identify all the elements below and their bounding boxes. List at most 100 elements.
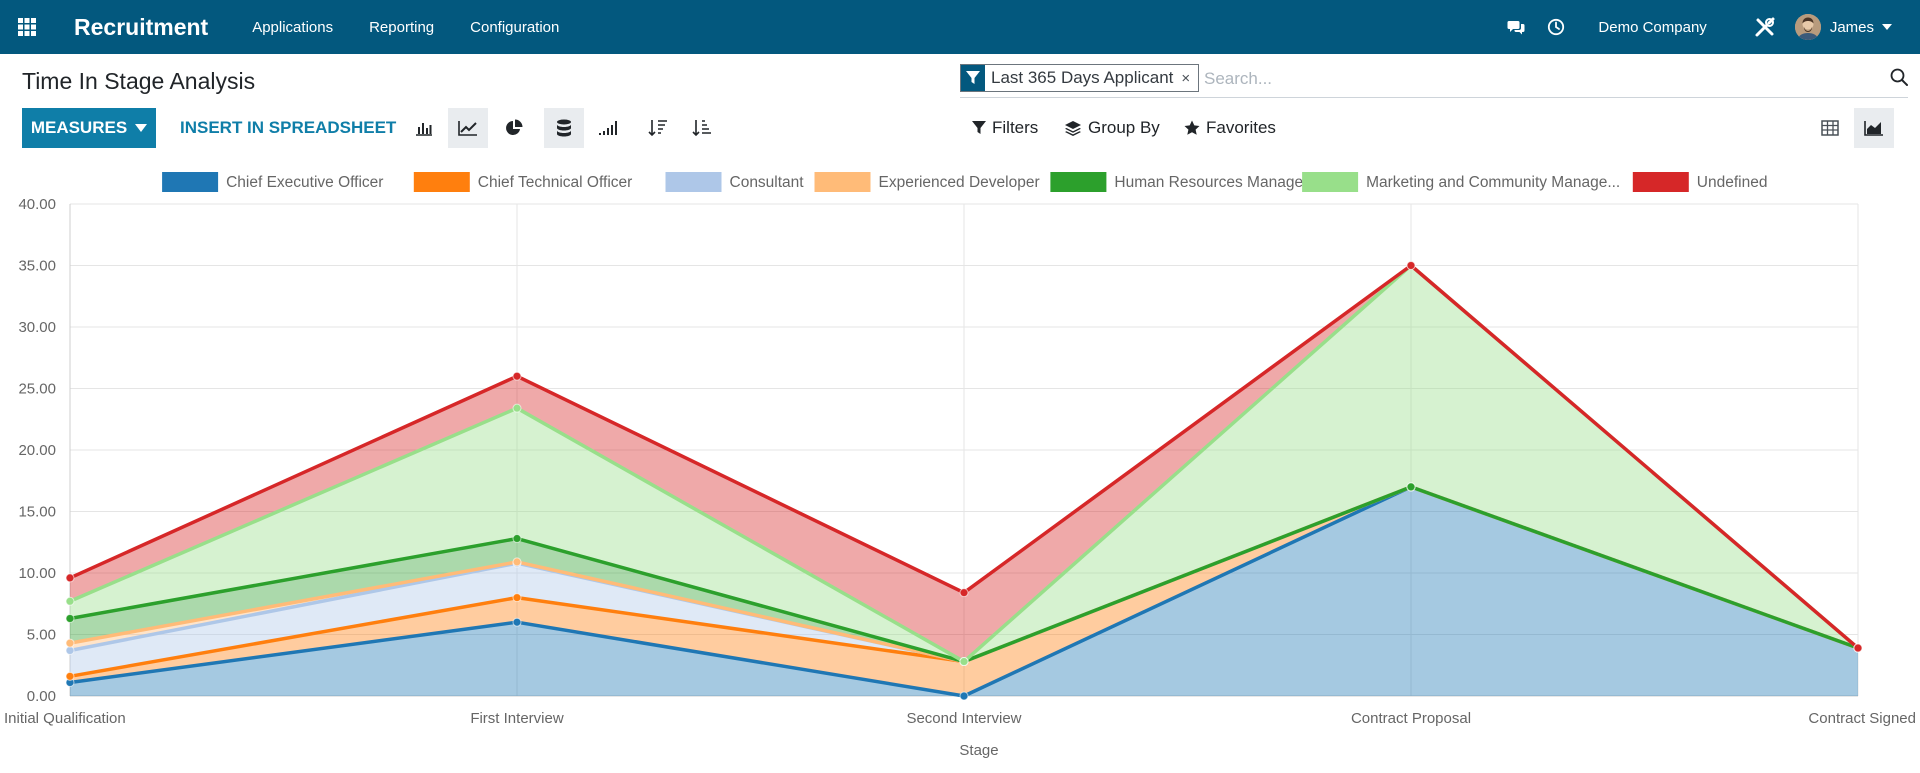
search-bar: Last 365 Days Applicant × [960, 62, 1908, 98]
data-point [1406, 261, 1416, 270]
sort-descending-button[interactable] [638, 108, 678, 148]
data-point [65, 614, 75, 624]
navbar-systray: Demo Company James [1496, 0, 1920, 54]
legend-swatch [1302, 172, 1359, 192]
x-tick-label: Initial Qualification [4, 710, 126, 727]
legend-label: Undefined [1697, 174, 1768, 191]
company-switcher[interactable]: Demo Company [1598, 18, 1707, 36]
data-point [1853, 643, 1863, 653]
top-navbar: Recruitment Applications Reporting Confi… [0, 0, 1920, 54]
signal-icon [599, 121, 617, 135]
y-tick-label: 35.00 [18, 258, 56, 275]
y-tick-label: 30.00 [18, 319, 56, 336]
filter-icon [961, 65, 985, 91]
search-icon[interactable] [1890, 68, 1908, 91]
data-point [512, 617, 522, 627]
series-area [70, 486, 1858, 662]
measures-button[interactable]: MEASURES [22, 108, 156, 148]
clock-icon[interactable] [1536, 0, 1576, 54]
app-brand[interactable]: Recruitment [74, 13, 209, 40]
x-axis-title: Stage [959, 742, 998, 759]
y-tick-label: 10.00 [18, 565, 56, 582]
legend-label: Chief Executive Officer [226, 174, 383, 191]
legend-label: Consultant [730, 174, 805, 191]
legend-swatch [665, 172, 722, 192]
table-icon [1821, 120, 1839, 136]
x-tick-label: First Interview [470, 710, 564, 727]
legend-swatch [1050, 172, 1107, 192]
y-tick-label: 25.00 [18, 381, 56, 398]
area-chart-icon [1864, 121, 1883, 136]
stacked-button[interactable] [544, 108, 584, 148]
data-point [512, 403, 522, 413]
graph-area: 0.00 5.00 10.00 15.00 20.00 25.00 30.00 35.00 40… [0, 160, 1920, 768]
apps-menu-icon[interactable] [0, 0, 54, 54]
database-icon [557, 119, 571, 137]
legend-swatch [814, 172, 871, 192]
bar-chart-button[interactable] [404, 108, 444, 148]
legend-swatch [413, 172, 470, 192]
data-point [959, 588, 969, 598]
x-tick-label: Second Interview [906, 710, 1021, 727]
cumulative-button[interactable] [588, 108, 628, 148]
legend-label: Chief Technical Officer [478, 174, 633, 191]
layers-icon [1065, 121, 1081, 136]
legend-swatch [162, 172, 219, 192]
caret-down-icon [1882, 24, 1892, 30]
search-facet: Last 365 Days Applicant × [960, 64, 1200, 92]
graph-view-button[interactable] [1854, 108, 1894, 148]
pivot-view-button[interactable] [1810, 108, 1850, 148]
caret-down-icon [135, 124, 148, 132]
user-name: James [1829, 18, 1874, 36]
data-point [65, 638, 75, 648]
facet-value: Last 365 Days Applicant [991, 68, 1174, 87]
page-title: Time In Stage Analysis [22, 68, 256, 94]
insert-in-spreadsheet-button[interactable]: INSERT IN SPREADSHEET [180, 118, 397, 137]
pie-chart-button[interactable] [494, 108, 534, 148]
line-chart-button[interactable] [448, 108, 488, 148]
data-point [512, 371, 522, 381]
data-point [512, 534, 522, 544]
chat-icon[interactable] [1496, 0, 1536, 54]
measures-label: MEASURES [30, 118, 128, 137]
avatar [1794, 14, 1821, 40]
y-tick-label: 40.00 [18, 196, 56, 213]
legend-label: Experienced Developer [879, 174, 1040, 191]
data-point [65, 645, 75, 655]
data-point [959, 691, 969, 701]
line-chart-icon [458, 121, 477, 136]
favorites-button[interactable]: Favorites [1184, 118, 1276, 138]
group-by-label: Group By [1088, 118, 1160, 137]
facet-remove-icon[interactable]: × [1181, 69, 1191, 87]
x-tick-label: Contract Proposal [1351, 710, 1471, 727]
menu-applications[interactable]: Applications [252, 18, 334, 36]
sort-ascending-icon [692, 120, 711, 137]
filter-icon [972, 121, 986, 134]
data-point [65, 573, 75, 583]
series-area [70, 486, 1858, 696]
data-point [512, 593, 522, 603]
y-tick-label: 20.00 [18, 442, 56, 459]
filters-label: Filters [992, 118, 1039, 137]
menu-reporting[interactable]: Reporting [369, 18, 435, 36]
filters-button[interactable]: Filters [972, 118, 1038, 138]
pie-chart-icon [506, 119, 523, 135]
tools-icon[interactable] [1745, 0, 1785, 54]
user-menu[interactable]: James [1794, 14, 1892, 40]
search-input[interactable] [1204, 66, 1824, 92]
star-icon [1184, 120, 1200, 135]
data-point [65, 596, 75, 606]
series-area [70, 265, 1858, 662]
data-point [512, 557, 522, 567]
data-point [65, 671, 75, 681]
y-tick-label: 5.00 [27, 627, 56, 644]
sort-ascending-button[interactable] [682, 108, 722, 148]
legend-label: Marketing and Community Manage... [1366, 174, 1620, 191]
legend-swatch [1632, 172, 1689, 192]
group-by-button[interactable]: Group By [1064, 118, 1160, 138]
stacked-area-chart: 0.00 5.00 10.00 15.00 20.00 25.00 30.00 35.00 40… [4, 172, 1916, 759]
favorites-label: Favorites [1206, 118, 1276, 137]
legend-label: Human Resources Manager [1114, 174, 1308, 191]
menu-configuration[interactable]: Configuration [470, 18, 560, 36]
data-point [959, 657, 969, 667]
